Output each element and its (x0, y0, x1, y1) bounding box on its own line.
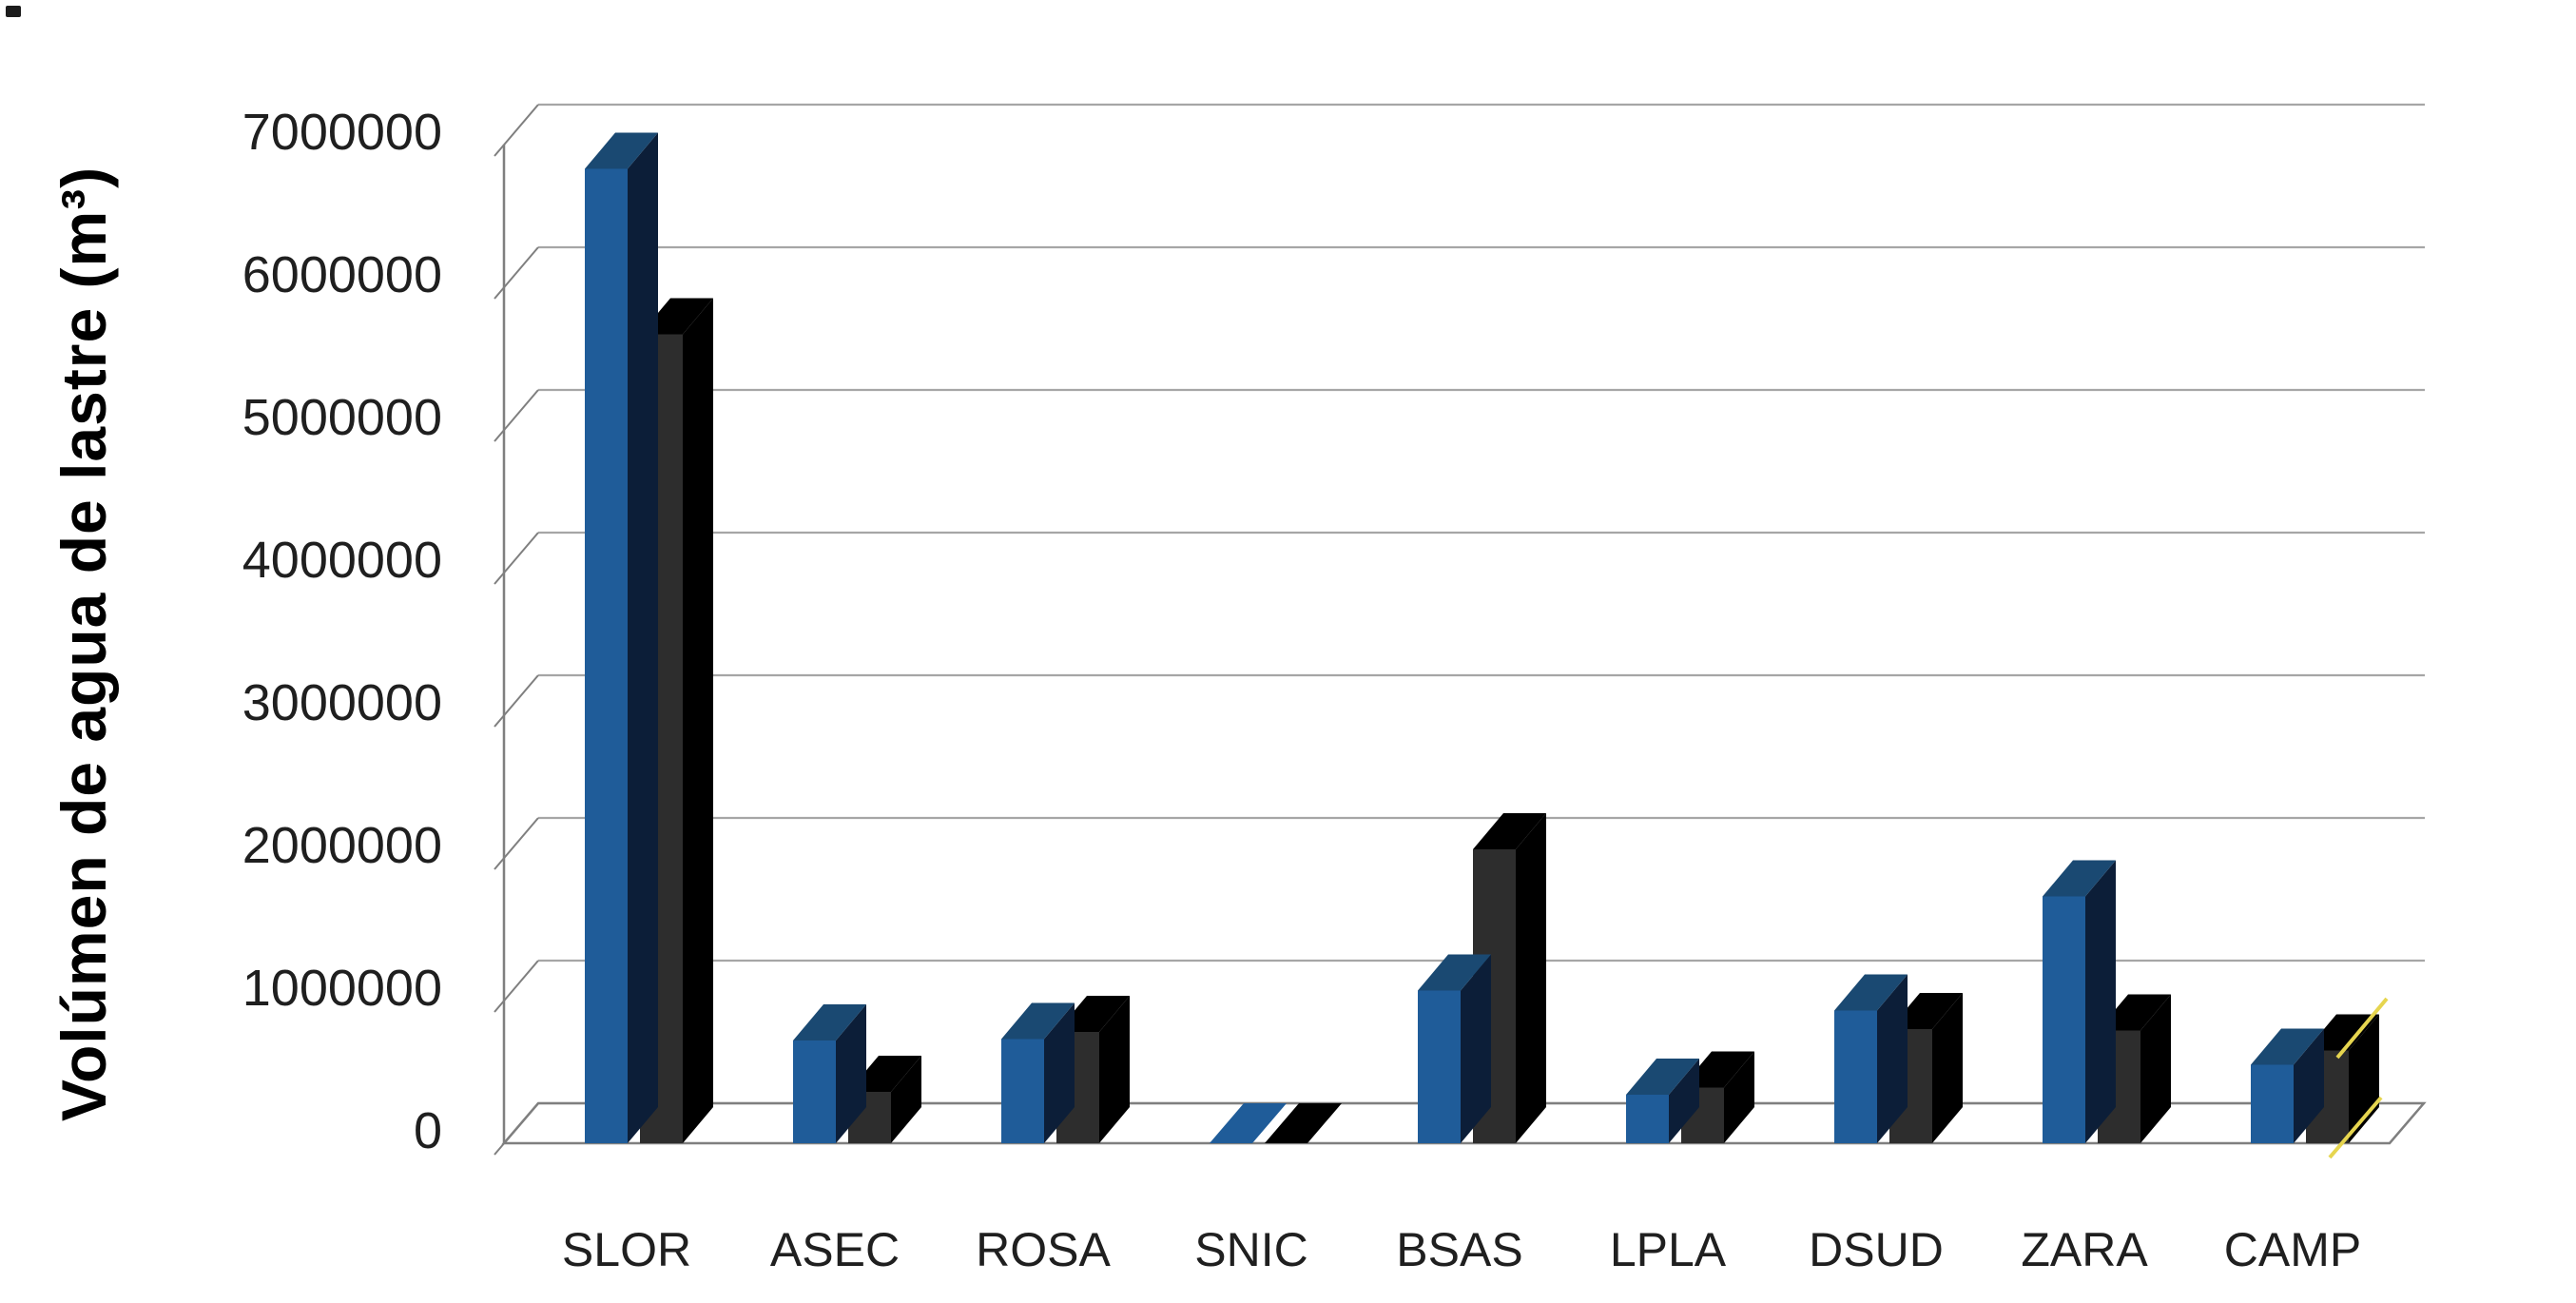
yellow-annotation-line (2328, 1096, 2383, 1159)
bar-bsas-blue-front (1418, 990, 1461, 1143)
bar-camp-blue-side (2294, 1028, 2324, 1143)
y-tick-label: 0 (414, 1102, 442, 1159)
bar-dsud-blue-front (1834, 1010, 1877, 1143)
chart-floor (501, 1101, 2427, 1145)
category-label-asec: ASEC (770, 1223, 900, 1276)
category-label-snic: SNIC (1194, 1223, 1307, 1276)
bar-slor-black-top (640, 298, 713, 335)
bar-bsas-blue-side (1461, 954, 1491, 1143)
y-axis-tick (494, 960, 539, 1013)
bar-lpla-blue-top (1626, 1059, 1699, 1095)
bar-asec-black-side (891, 1056, 921, 1143)
category-label-dsud: DSUD (1809, 1223, 1944, 1276)
y-tick-label: 3000000 (242, 674, 442, 731)
bar-slor-blue-front (585, 168, 628, 1143)
bar-snic-black-flat (1265, 1103, 1342, 1143)
bar-asec-black-top (848, 1056, 921, 1092)
y-tick-label: 4000000 (242, 532, 442, 589)
bar-camp-black-top (2306, 1014, 2379, 1051)
y-tick-label: 5000000 (242, 389, 442, 446)
y-axis-title: Volúmen de agua de lastre (m³) (48, 165, 119, 1122)
bar-zara-blue-top (2043, 860, 2116, 897)
y-axis-tick (494, 389, 539, 442)
bar-rosa-black-top (1056, 996, 1130, 1032)
yellow-annotation-line (2335, 997, 2389, 1060)
bar-camp-blue-front (2251, 1064, 2294, 1143)
bar-dsud-black-side (1932, 993, 1963, 1143)
bar-lpla-blue-front (1626, 1095, 1669, 1143)
bar-dsud-black-top (1889, 993, 1963, 1029)
y-axis-tick (494, 246, 539, 300)
y-axis-tick (494, 532, 539, 585)
bar-rosa-blue-front (1001, 1039, 1044, 1143)
category-label-zara: ZARA (2021, 1223, 2148, 1276)
bar-zara-blue-front (2043, 896, 2085, 1143)
y-axis-tick (494, 674, 539, 728)
y-axis-tick (494, 104, 539, 157)
bar-lpla-black-top (1681, 1051, 1754, 1088)
y-tick-label: 6000000 (242, 246, 442, 303)
category-label-bsas: BSAS (1396, 1223, 1522, 1276)
category-label-rosa: ROSA (976, 1223, 1111, 1276)
bar-asec-blue-top (793, 1004, 866, 1040)
category-label-slor: SLOR (562, 1223, 691, 1276)
y-tick-label: 7000000 (242, 104, 442, 161)
bar-zara-black-top (2098, 994, 2171, 1031)
bar-rosa-blue-side (1044, 1002, 1075, 1143)
y-axis-tick (494, 817, 539, 870)
bar-asec-blue-side (836, 1004, 866, 1143)
bar-bsas-blue-top (1418, 954, 1491, 991)
y-tick-label: 1000000 (242, 960, 442, 1017)
bar-snic-blue-flat (1210, 1103, 1287, 1143)
bar-lpla-black-side (1724, 1051, 1754, 1143)
corner-artifact (6, 6, 21, 17)
bar-rosa-black-side (1099, 996, 1130, 1143)
bar-asec-blue-front (793, 1040, 836, 1143)
bar-camp-blue-top (2251, 1028, 2324, 1065)
bar-dsud-blue-top (1834, 974, 1908, 1011)
bar-slor-blue-side (628, 132, 658, 1143)
bar-zara-blue-side (2085, 860, 2116, 1143)
bar-slor-blue-top (585, 132, 658, 169)
bar-bsas-black-top (1473, 813, 1546, 849)
bar-slor-black-side (683, 298, 713, 1143)
bar-dsud-blue-side (1877, 974, 1908, 1143)
category-label-lpla: LPLA (1610, 1223, 1727, 1276)
bar-lpla-blue-side (1669, 1059, 1699, 1143)
y-tick-label: 2000000 (242, 817, 442, 874)
category-label-camp: CAMP (2224, 1223, 2361, 1276)
bar-bsas-black-side (1516, 813, 1546, 1143)
bar-zara-black-side (2140, 994, 2171, 1143)
bar-rosa-blue-top (1001, 1002, 1075, 1040)
